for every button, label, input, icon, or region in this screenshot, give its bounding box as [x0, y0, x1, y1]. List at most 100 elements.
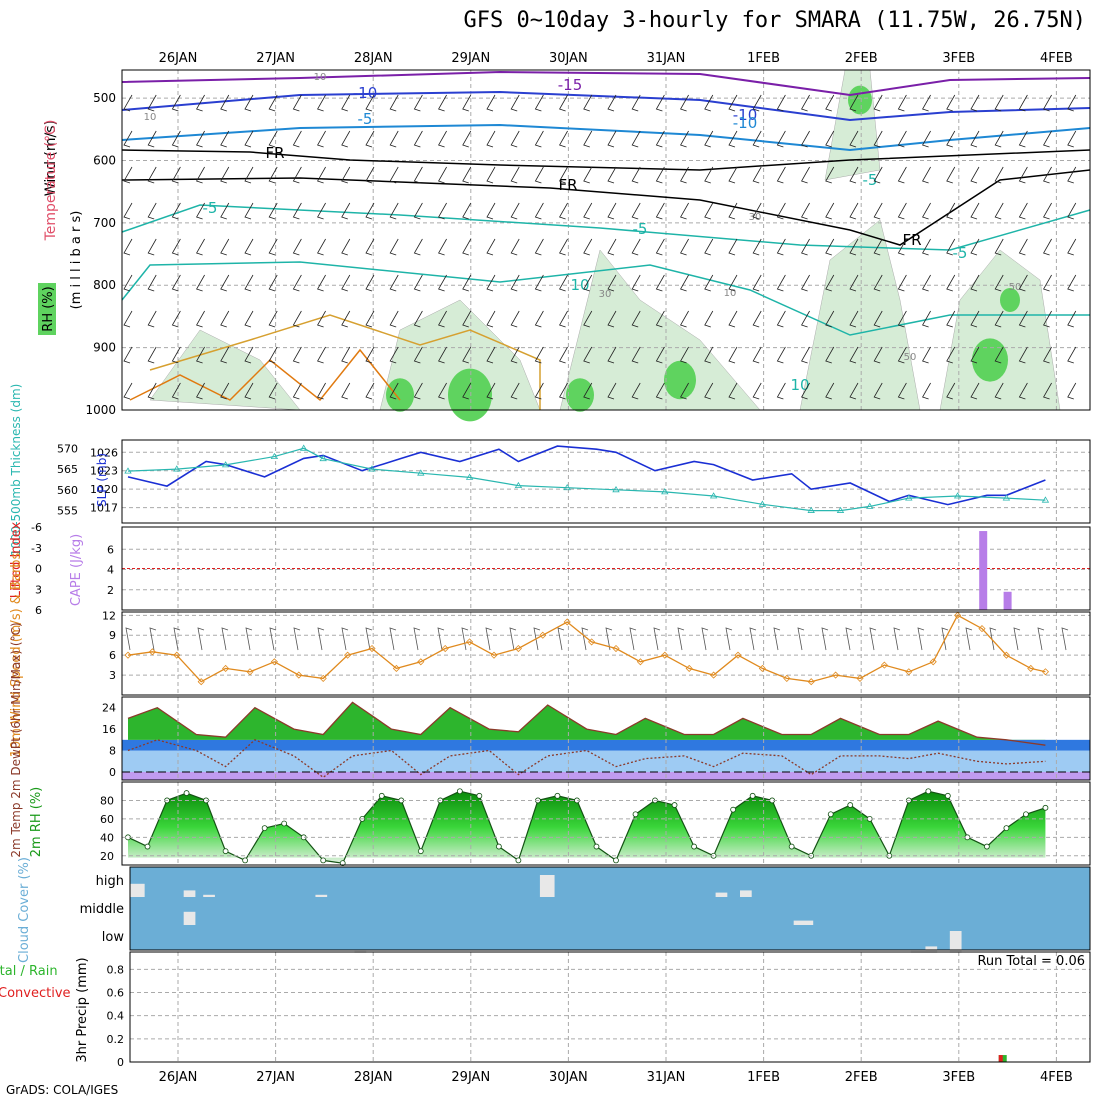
wind-barb — [123, 130, 133, 148]
wind-barb — [534, 238, 544, 256]
wind-barb — [389, 130, 399, 148]
wind-barb — [994, 202, 1004, 220]
rh-shading-light — [149, 329, 301, 411]
thickness-marker — [709, 492, 718, 499]
wind-barb — [1043, 166, 1052, 184]
wind-barb — [728, 238, 738, 256]
wind-barb — [147, 166, 157, 184]
wind-barb — [970, 238, 980, 256]
rh-ytick-label: 40 — [100, 831, 114, 844]
wind-barb — [655, 382, 665, 400]
rh-shading-dark — [972, 338, 1008, 382]
wind-barb — [341, 94, 351, 112]
wind-barb — [534, 346, 544, 364]
wind-barb — [317, 382, 326, 400]
footer-credit: GrADS: COLA/IGES — [6, 1083, 119, 1097]
ylabel-precip-convective: Convective — [0, 986, 71, 1001]
temperature-contour — [121, 204, 1091, 251]
wind-barb — [413, 94, 423, 112]
wind-barb — [147, 346, 157, 364]
wind-barb — [922, 238, 931, 256]
wind-barb — [1043, 274, 1052, 292]
wind-barb — [728, 310, 738, 328]
wind-barb — [171, 202, 181, 220]
wind10m-marker — [783, 674, 791, 682]
wind-barb — [292, 130, 302, 148]
top-date-label: 27JAN — [256, 51, 295, 66]
wind-barb — [752, 94, 762, 112]
wind-barb — [147, 382, 157, 400]
wind-barb — [946, 130, 956, 148]
wind10m-barb — [965, 627, 973, 651]
wind-barb — [873, 130, 883, 148]
precip-ytick-label: 0.4 — [107, 1010, 125, 1023]
wind-barb — [1018, 238, 1028, 256]
rh-marker — [242, 857, 249, 864]
wind-barb — [486, 382, 496, 400]
wind10m-barb — [197, 627, 205, 651]
wind10m-marker — [514, 644, 522, 653]
wind10m-barb — [773, 627, 781, 651]
wind-barb — [341, 166, 351, 184]
wind10m-barb — [149, 627, 157, 651]
wind-barb — [897, 310, 907, 328]
wind-barb — [147, 130, 157, 148]
wind-barb — [728, 274, 738, 292]
wind10m-barb — [725, 627, 733, 651]
rh-marker — [417, 848, 424, 855]
wind-barb — [607, 274, 617, 292]
wind-barb — [438, 238, 447, 256]
ylabel-temperature: Temperature (°C) — [43, 120, 59, 242]
wind-barb — [1018, 346, 1028, 364]
contour-label: 10 — [724, 288, 737, 299]
wind-barb — [655, 346, 665, 364]
wind-barb — [583, 310, 593, 328]
wind-barb — [462, 274, 472, 292]
wind-barb — [123, 310, 133, 328]
rh-shading-dark — [386, 378, 414, 412]
wind-barb — [486, 238, 496, 256]
wind-barb — [1067, 346, 1077, 364]
wind-barb — [776, 346, 786, 364]
wind-barb — [171, 310, 181, 328]
wind-barb — [220, 202, 230, 220]
wind-barb — [534, 166, 544, 184]
bottom-date-label: 31JAN — [647, 1070, 686, 1085]
upper-ytick-label: 900 — [93, 341, 116, 355]
wind-barb — [849, 238, 859, 256]
wind-barb — [801, 130, 810, 148]
upper-ytick-label: 800 — [93, 278, 116, 292]
wind-barb — [244, 346, 254, 364]
wind10m-marker — [173, 651, 181, 659]
wind10m-barb — [797, 627, 805, 651]
wind-barb — [1067, 94, 1077, 112]
wind-barb — [922, 310, 931, 328]
wind10m-marker — [710, 671, 718, 679]
wind-barb — [510, 202, 520, 220]
wind-barb — [704, 166, 714, 184]
li-ytick-label: -3 — [31, 542, 42, 555]
cloud-block — [715, 892, 728, 897]
rh-ytick-label: 60 — [100, 813, 114, 826]
slp-line — [127, 445, 1046, 506]
wind-barb — [147, 274, 157, 292]
wind-barb — [994, 130, 1004, 148]
top-date-label: 31JAN — [647, 51, 686, 66]
wind-barb — [171, 382, 181, 400]
wind-barb — [268, 238, 278, 256]
rh-marker — [476, 792, 483, 799]
wind-barb — [559, 166, 568, 184]
wind-barb — [341, 310, 351, 328]
top-date-label: 4FEB — [1040, 51, 1073, 66]
wind-barb — [534, 310, 544, 328]
wind-barb — [341, 238, 351, 256]
wind-barb — [801, 346, 810, 364]
wind-barb — [728, 202, 738, 220]
cape-bar — [979, 531, 988, 610]
slp-ytick-label: 1017 — [90, 502, 118, 515]
wind-barb — [268, 202, 278, 220]
contour-label: -5 — [953, 244, 968, 262]
thickness-marker — [270, 452, 279, 459]
wind-barb — [607, 346, 617, 364]
ylabel-rh2m: 2m RH (%) — [29, 787, 44, 858]
